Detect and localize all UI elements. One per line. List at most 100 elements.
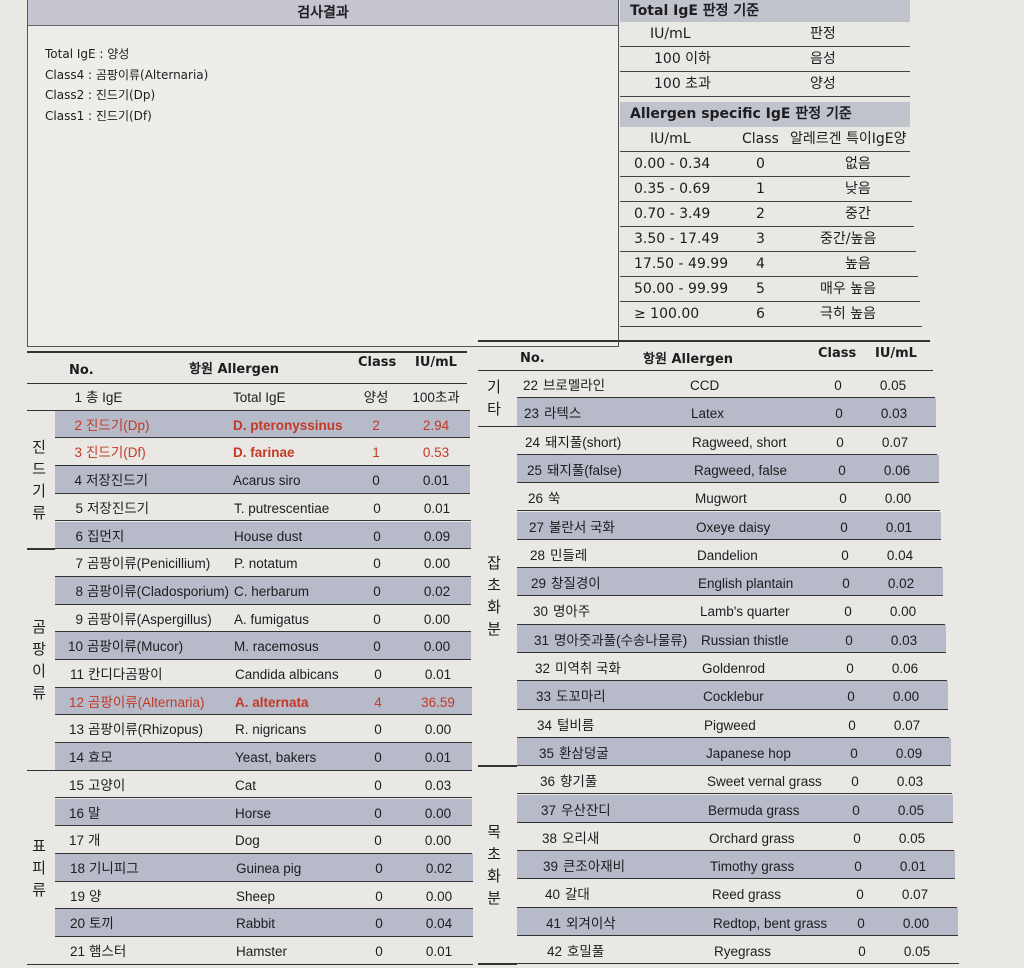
allergen-value: 0.00 (423, 556, 451, 572)
row-number: 2 (74, 417, 82, 433)
allergen-korean-name: 토끼 (89, 916, 114, 932)
row-number: 31 (533, 632, 549, 648)
allergen-class: 0 (373, 500, 381, 516)
range: 50.00 - 99.99 (634, 281, 729, 297)
allergen-class: 0 (372, 473, 380, 489)
judgement: 음성 (810, 51, 836, 67)
table-row: 11 칸디다곰팡이 Candida albicans 0 0.01 (55, 660, 472, 688)
row-number: 30 (532, 604, 548, 620)
allergen-latin-name: Horse (235, 805, 272, 821)
header-class: Class (818, 346, 857, 361)
allergen-value: 0.05 (903, 944, 931, 959)
allergen-value: 0.00 (892, 689, 920, 705)
table-row: 4 저장진드기 Acarus siro 0 0.01 (55, 466, 470, 494)
allergen-latin-name: Acarus siro (233, 473, 301, 489)
row-number: 22 (522, 378, 538, 393)
row-number: 6 (75, 528, 83, 544)
header-allergen: 항원 Allergen (189, 362, 280, 377)
allergen-class: 0 (840, 519, 848, 535)
allergen-korean-name: 햄스터 (89, 944, 127, 959)
allergen-value: 0.03 (896, 774, 924, 790)
allergen-latin-name: Bermuda grass (708, 802, 800, 818)
allergen-latin-name: Rabbit (236, 916, 276, 932)
table-row: 15 고양이 Cat 0 0.03 (55, 771, 472, 799)
allergen-latin-name: Russian thistle (701, 632, 789, 648)
header-class: Class (742, 131, 779, 147)
allergen-korean-name: 큰조아재비 (563, 859, 626, 875)
allergen-value: 0.02 (423, 583, 451, 599)
allergen-latin-name: Ragweed, short (692, 434, 787, 450)
right-table-header: No. 항원 Allergen Class IU/mL (478, 344, 933, 371)
allergen-korean-name: 곰팡이류(Mucor) (87, 639, 184, 655)
row-number: 26 (527, 491, 543, 507)
allergen-latin-name: P. notatum (234, 556, 298, 572)
group-divider (27, 963, 55, 966)
allergen-class: 4 (374, 694, 382, 710)
allergen-class: 0 (375, 916, 383, 932)
amount: 높음 (845, 256, 871, 272)
table-row: 20 토끼 Rabbit 0 0.04 (55, 909, 473, 937)
divider (478, 340, 930, 342)
allergen-latin-name: Goldenrod (702, 661, 766, 676)
allergen-class: 0 (375, 888, 383, 904)
row-number: 17 (68, 833, 84, 849)
row-number: 41 (545, 915, 561, 931)
allergen-class: 0 (841, 547, 849, 563)
header-iu: IU/mL (650, 131, 691, 147)
table-row: 40 갈대 Reed grass 0 0.07 (517, 879, 957, 908)
allergen-latin-name: Hamster (236, 944, 288, 959)
allergen-value: 0.00 (423, 611, 451, 627)
row-number: 34 (536, 717, 552, 733)
result-line: Class1 : 진드기(Df) (45, 108, 152, 123)
header-judgement: 판정 (810, 26, 836, 42)
allergen-korean-name: 돼지풀(short) (545, 434, 622, 450)
specific-criteria-row: 0.00 - 0.34 0 없음 (620, 152, 910, 177)
allergen-latin-name: Dog (235, 833, 260, 849)
allergen-value: 0.01 (424, 750, 452, 766)
allergen-korean-name: 라텍스 (544, 406, 582, 422)
group-divider (478, 425, 517, 428)
header-no: No. (520, 351, 545, 366)
allergen-latin-name: C. herbarum (234, 583, 310, 599)
row-number: 9 (75, 611, 83, 627)
results-title: 검사결과 (28, 0, 618, 26)
allergen-latin-name: House dust (234, 528, 303, 544)
row-number: 10 (67, 639, 83, 655)
allergen-korean-name: 총 IgE (86, 390, 123, 405)
allergen-class: 0 (373, 528, 381, 544)
table-row: 21 햄스터 Hamster 0 0.01 (55, 937, 473, 965)
range: ≥ 100.00 (634, 306, 700, 322)
row-number: 29 (530, 576, 546, 592)
range: 100 이하 (654, 51, 711, 67)
group-label: 잡초화분 (487, 554, 501, 639)
allergen-value: 0.03 (890, 632, 918, 648)
amount: 낮음 (845, 181, 871, 197)
row-number: 25 (526, 462, 542, 478)
allergen-latin-name: Orchard grass (709, 830, 795, 846)
result-line: Total IgE : 양성 (45, 47, 130, 61)
allergen-class: 0 (373, 639, 381, 655)
specific-criteria-row: 3.50 - 17.49 3 중간/높음 (620, 227, 916, 252)
allergen-class: 0 (373, 556, 381, 572)
table-row: 9 곰팡이류(Aspergillus) A. fumigatus 0 0.00 (55, 605, 471, 633)
allergen-class: 0 (835, 406, 843, 422)
specific-criteria-row: 17.50 - 49.99 4 높음 (620, 252, 918, 277)
allergen-class: 0 (852, 802, 860, 818)
row-number: 23 (523, 406, 539, 422)
table-row: 24 돼지풀(short) Ragweed, short 0 0.07 (517, 427, 937, 455)
row-number: 5 (75, 500, 83, 516)
class: 6 (756, 306, 765, 322)
allergen-latin-name: Guinea pig (236, 860, 302, 876)
allergen-latin-name: Reed grass (712, 887, 782, 903)
range: 0.00 - 0.34 (634, 156, 711, 172)
allergen-korean-name: 오리새 (562, 830, 600, 846)
row-number: 42 (546, 944, 562, 959)
allergen-korean-name: 창질경이 (551, 576, 601, 592)
allergen-value: 0.03 (880, 406, 908, 422)
table-row: 30 명아주 Lamb's quarter 0 0.00 (517, 596, 945, 625)
specific-criteria-row: 50.00 - 99.99 5 매우 높음 (620, 277, 920, 302)
row-number: 7 (75, 556, 83, 572)
table-row: 13 곰팡이류(Rhizopus) R. nigricans 0 0.00 (55, 715, 472, 744)
allergen-class: 0 (374, 667, 382, 682)
allergen-korean-name: 양 (89, 888, 102, 904)
